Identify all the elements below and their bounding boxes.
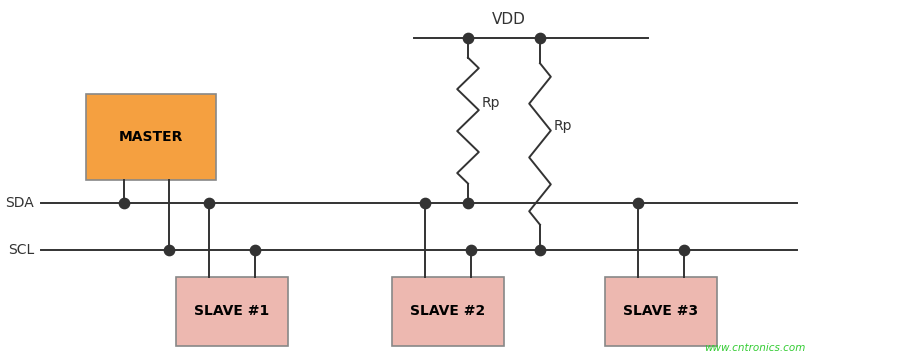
- Point: [461, 201, 475, 206]
- Text: VDD: VDD: [491, 12, 526, 27]
- Point: [418, 201, 432, 206]
- Text: SLAVE #2: SLAVE #2: [410, 305, 485, 318]
- Point: [631, 201, 645, 206]
- Point: [533, 35, 547, 41]
- Text: Rp: Rp: [554, 119, 572, 133]
- Text: SLAVE #1: SLAVE #1: [194, 305, 269, 318]
- Text: SDA: SDA: [5, 197, 34, 210]
- Text: Rp: Rp: [482, 96, 500, 109]
- Point: [202, 201, 216, 206]
- Point: [464, 247, 478, 253]
- Point: [533, 247, 547, 253]
- Point: [117, 201, 131, 206]
- FancyBboxPatch shape: [176, 277, 288, 346]
- FancyBboxPatch shape: [392, 277, 504, 346]
- Text: SCL: SCL: [8, 243, 34, 257]
- Point: [248, 247, 262, 253]
- Point: [162, 247, 176, 253]
- FancyBboxPatch shape: [86, 94, 216, 180]
- Text: www.cntronics.com: www.cntronics.com: [704, 343, 806, 353]
- Point: [677, 247, 691, 253]
- Text: MASTER: MASTER: [119, 130, 183, 144]
- Point: [461, 35, 475, 41]
- Text: SLAVE #3: SLAVE #3: [624, 305, 698, 318]
- FancyBboxPatch shape: [605, 277, 717, 346]
